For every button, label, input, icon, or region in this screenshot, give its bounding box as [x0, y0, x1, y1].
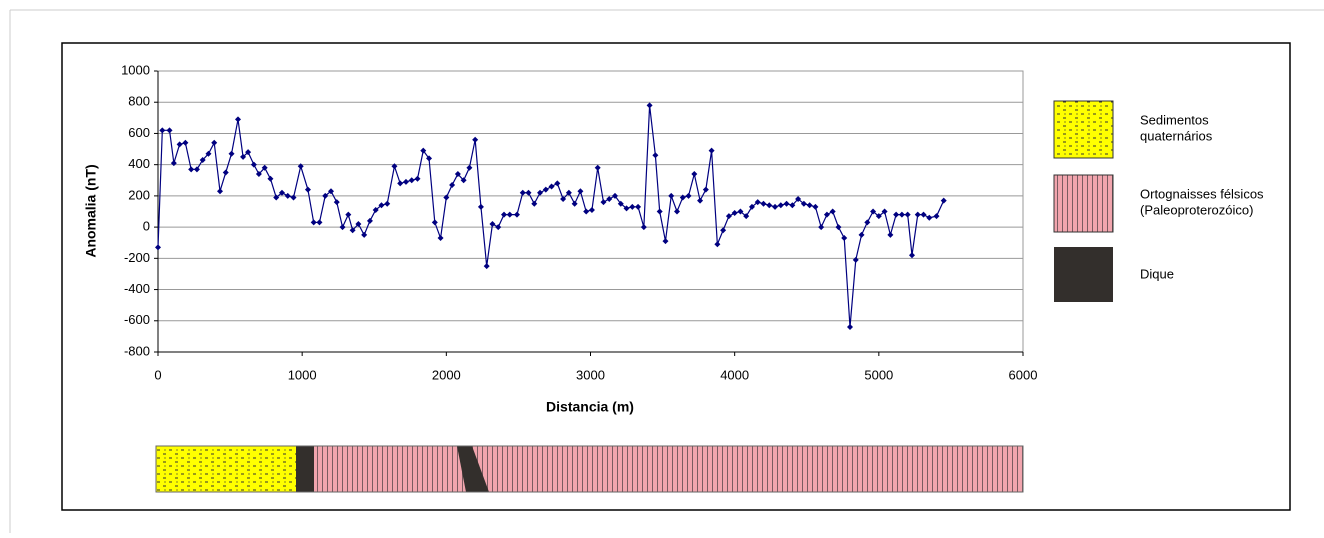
x-tick-label: 5000	[864, 367, 893, 382]
legend-swatch	[1054, 101, 1113, 158]
y-tick-label: -200	[124, 250, 150, 265]
y-axis-label: Anomalia (nT)	[83, 164, 99, 257]
legend-label: quaternários	[1140, 128, 1213, 143]
x-tick-label: 6000	[1009, 367, 1038, 382]
x-tick-label: 1000	[288, 367, 317, 382]
y-tick-label: 800	[128, 94, 150, 109]
x-tick-label: 2000	[432, 367, 461, 382]
x-tick-label: 0	[154, 367, 161, 382]
legend-swatch	[1054, 247, 1113, 302]
y-tick-label: -600	[124, 312, 150, 327]
y-tick-label: -800	[124, 343, 150, 358]
y-tick-label: 1000	[121, 62, 150, 77]
y-tick-label: 600	[128, 125, 150, 140]
legend-swatch	[1054, 175, 1113, 232]
y-tick-label: -400	[124, 281, 150, 296]
section-dike	[296, 446, 314, 492]
legend-label: Ortognaisses félsicos	[1140, 186, 1264, 201]
page: -800 -600 -400 -200 0 200 400 600 800 1000 0 1000 20…	[0, 0, 1324, 533]
y-tick-label: 0	[143, 219, 150, 234]
section-orthogneiss	[314, 446, 1023, 492]
section-sediments	[156, 446, 296, 492]
legend-label: Dique	[1140, 266, 1174, 281]
x-tick-label: 4000	[720, 367, 749, 382]
x-tick-label: 3000	[576, 367, 605, 382]
legend-label: Sedimentos	[1140, 112, 1209, 127]
y-tick-label: 200	[128, 187, 150, 202]
y-tick-label: 400	[128, 156, 150, 171]
legend-label: (Paleoproterozóico)	[1140, 202, 1253, 217]
x-axis-label: Distancia (m)	[546, 399, 634, 415]
